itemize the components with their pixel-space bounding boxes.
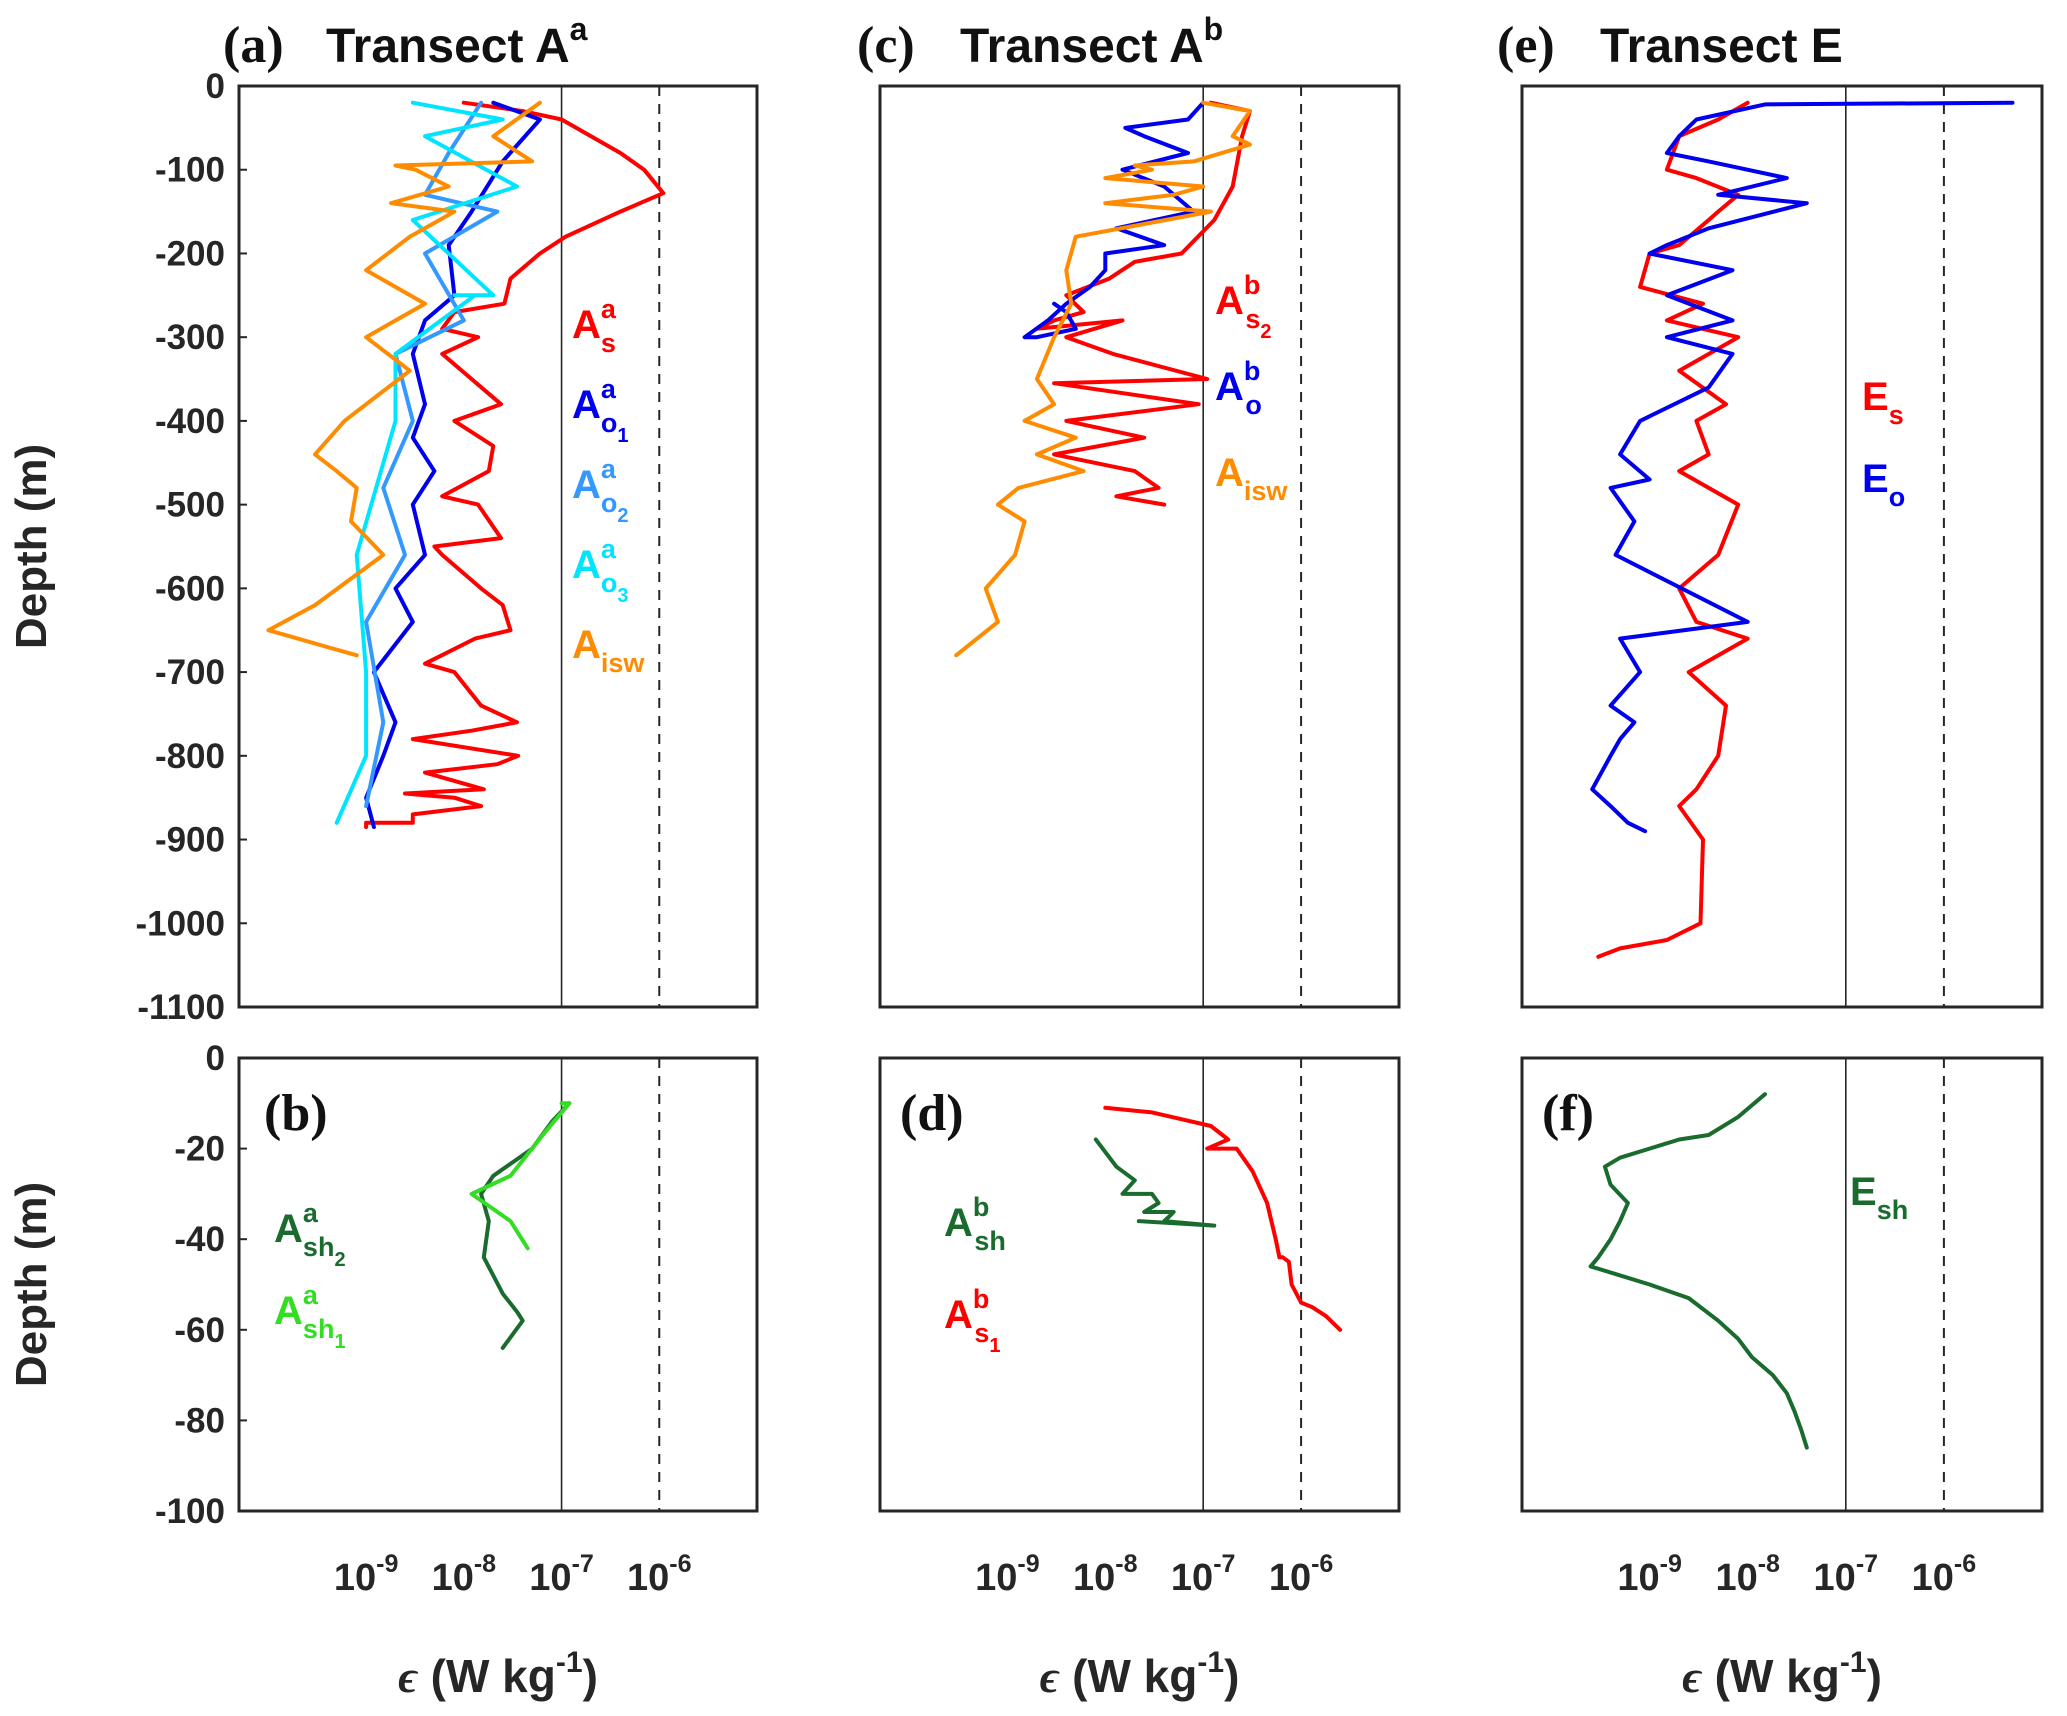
series-line-b-1 <box>479 1101 572 1350</box>
series-line-f-1 <box>1588 1092 1809 1450</box>
series-line-a-2 <box>364 100 542 829</box>
panel-title: Transect E <box>1600 20 1843 73</box>
y-tick-label: -600 <box>155 569 225 608</box>
panel-letter: (a) <box>223 17 284 74</box>
axes-frame <box>237 84 759 1009</box>
y-tick-label: -800 <box>155 737 225 776</box>
series-line-c-3 <box>954 100 1252 658</box>
x-axis-label: ϵ (W kg-1) <box>1040 1646 1240 1702</box>
y-tick-label: 0 <box>206 67 225 106</box>
x-tick-label: 10-6 <box>1269 1550 1334 1599</box>
series-line-c-2 <box>1022 100 1206 340</box>
panel-letter: (d) <box>900 1085 964 1142</box>
x-tick-label: 10-7 <box>1814 1550 1879 1599</box>
series-line-e-1 <box>1596 100 1750 959</box>
y-tick-label: -1100 <box>137 988 225 1027</box>
series-line-b-2 <box>469 1101 572 1251</box>
y-tick-label: -100 <box>155 151 225 190</box>
x-tick-label: 10-8 <box>432 1550 497 1599</box>
y-tick-label: -400 <box>155 402 225 441</box>
y-tick-label: -20 <box>174 1130 225 1169</box>
panel-title: Transect Ab <box>960 11 1223 73</box>
series-label: Ab s1 <box>944 1284 1001 1357</box>
x-tick-label: 10-9 <box>1617 1550 1682 1599</box>
panel-b: 0 -20 -40 -60 -80 -100 Depth (m) 10-9 10-8 10-7 10… <box>7 1039 759 1702</box>
panel-letter: (f) <box>1542 1085 1594 1142</box>
series-label: Aa sh1 <box>274 1280 346 1353</box>
series-label: Eo <box>1862 457 1905 512</box>
panel-letter: (c) <box>857 17 915 74</box>
panel-c: (c) Transect Ab Ab s2 Ab o Aisw <box>857 11 1401 1009</box>
x-tick-label: 10-7 <box>529 1550 594 1599</box>
y-tick-label: -500 <box>155 486 225 525</box>
series-label: Ab sh <box>944 1192 1006 1256</box>
panel-letter: (e) <box>1497 17 1555 74</box>
panel-d: 10-9 10-8 10-7 10-6 ϵ (W kg-1) (d) Ab sh Ab s1 <box>878 1056 1401 1702</box>
series-line-e-2 <box>1590 100 2015 834</box>
y-tick-label: -200 <box>155 234 225 273</box>
y-tick-label: -900 <box>155 821 225 860</box>
y-axis-label: Depth (m) <box>7 1182 56 1387</box>
series-group <box>1590 100 2015 959</box>
series-label: Aisw <box>572 623 645 678</box>
series-label: Aa sh2 <box>274 1198 346 1271</box>
series-label: Esh <box>1850 1170 1908 1225</box>
x-tick-label: 10-8 <box>1073 1550 1138 1599</box>
series-line-d-2 <box>1103 1105 1343 1332</box>
series-line-a-5 <box>266 100 542 658</box>
y-tick-label: -1000 <box>135 904 225 943</box>
series-label: Aa o1 <box>572 374 629 447</box>
x-tick-label: 10-7 <box>1171 1550 1236 1599</box>
axes-frame <box>1520 1056 2044 1513</box>
y-tick-label: -80 <box>174 1401 225 1440</box>
series-group <box>1093 1105 1343 1332</box>
series-group <box>266 100 666 829</box>
series-group <box>469 1101 572 1350</box>
series-group <box>954 100 1252 658</box>
axes-frame <box>1520 84 2044 1009</box>
y-axis-label: Depth (m) <box>7 444 56 649</box>
axes-frame <box>878 84 1401 1009</box>
y-tick-label: -60 <box>174 1311 225 1350</box>
series-line-c-1 <box>1034 100 1252 507</box>
x-tick-label: 10-9 <box>975 1550 1040 1599</box>
y-tick-label: -40 <box>174 1220 225 1259</box>
x-tick-label: 10-6 <box>1912 1550 1977 1599</box>
series-group <box>1588 1092 1809 1450</box>
panel-letter: (b) <box>264 1085 328 1142</box>
series-label: Ab s2 <box>1215 270 1272 343</box>
x-tick-label: 10-8 <box>1715 1550 1780 1599</box>
x-axis-label: ϵ (W kg-1) <box>1682 1646 1882 1702</box>
y-tick-label: -300 <box>155 318 225 357</box>
y-tick-label: -100 <box>155 1492 225 1531</box>
series-label: Ab o <box>1215 356 1262 420</box>
y-tick-label: -700 <box>155 653 225 692</box>
panel-a: 0 -100 -200 -300 -400 -500 -600 -700 -800 -900 -10… <box>7 11 759 1027</box>
series-line-a-1 <box>364 100 666 829</box>
series-label: Aa s <box>572 294 617 358</box>
series-line-a-4 <box>334 100 519 825</box>
series-label: Aa o2 <box>572 454 629 527</box>
series-line-d-1 <box>1093 1137 1217 1228</box>
series-label: Es <box>1862 375 1904 430</box>
panel-title: Transect Aa <box>326 11 588 73</box>
panel-f: 10-9 10-8 10-7 10-6 ϵ (W kg-1) (f) Esh <box>1520 1056 2044 1702</box>
axes-frame <box>878 1056 1401 1513</box>
y-tick-label: 0 <box>206 1039 225 1078</box>
x-tick-label: 10-6 <box>627 1550 692 1599</box>
x-axis-label: ϵ (W kg-1) <box>398 1646 598 1702</box>
x-tick-label: 10-9 <box>334 1550 399 1599</box>
panel-e: (e) Transect E Es Eo <box>1497 17 2044 1009</box>
series-label: Aisw <box>1215 451 1288 506</box>
series-label: Aa o3 <box>572 534 629 607</box>
axes-frame <box>237 1056 759 1513</box>
